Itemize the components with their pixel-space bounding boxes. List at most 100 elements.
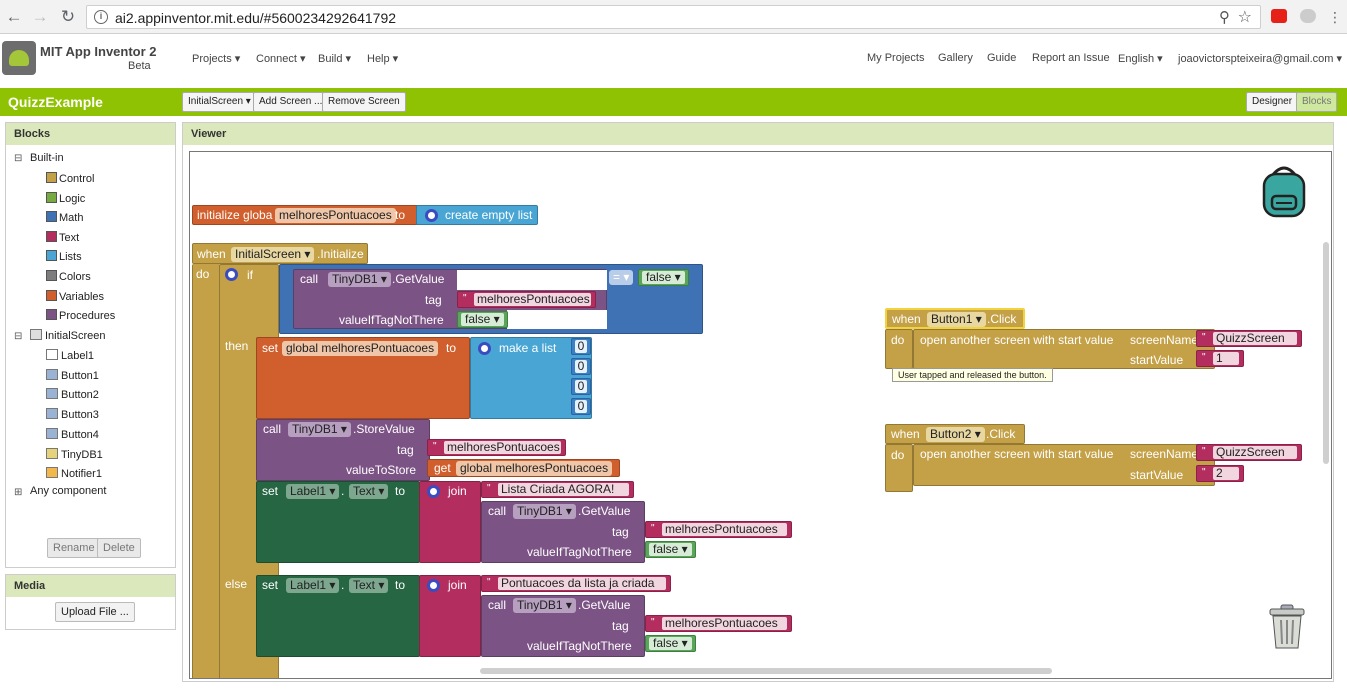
component-item-tinydb1[interactable]: TinyDB1 — [46, 446, 103, 464]
builtin-item-control[interactable]: Control — [46, 170, 94, 188]
tag-text-block-3[interactable]: " melhoresPontuacoes — [645, 615, 792, 632]
menu-account[interactable]: joaovictorspteixeira@gmail.com ▾ — [1178, 53, 1343, 65]
add-screen-button[interactable]: Add Screen ... — [253, 92, 329, 112]
store-tag-text-block[interactable]: " melhoresPontuacoes — [427, 439, 566, 456]
youtube-extension-icon[interactable] — [1271, 9, 1287, 23]
global-name-field[interactable]: melhoresPontuacoes — [275, 208, 396, 223]
false-block-2[interactable]: false ▾ — [645, 541, 696, 558]
b2-start-text-block[interactable]: " 2 — [1196, 465, 1244, 482]
trash-can-icon[interactable] — [1268, 604, 1306, 650]
vertical-scrollbar[interactable] — [1323, 242, 1329, 464]
component-item-button3[interactable]: Button3 — [46, 406, 99, 424]
horizontal-scrollbar[interactable] — [480, 668, 1052, 674]
default-false-block[interactable]: false ▾ — [457, 311, 508, 328]
bookmark-star-icon[interactable]: ☆ — [1237, 9, 1252, 26]
builtin-item-colors[interactable]: Colors — [46, 268, 91, 286]
global-var-dropdown[interactable]: global melhoresPontuacoes — [282, 341, 439, 356]
expand-any-component-icon[interactable]: ⊞ — [14, 487, 23, 498]
false-value[interactable]: false ▾ — [642, 271, 685, 284]
menu-connect[interactable]: Connect ▾ — [256, 53, 306, 65]
msg-created-text[interactable]: Lista Criada AGORA! — [498, 483, 629, 496]
screen-select-button[interactable]: InitialScreen ▾ — [182, 92, 257, 112]
address-bar[interactable]: i ai2.appinventor.mit.edu/#5600234292641… — [86, 5, 1261, 29]
builtin-item-variables[interactable]: Variables — [46, 288, 104, 306]
zero-value-1[interactable]: 0 — [575, 340, 587, 353]
button2-dropdown[interactable]: Button2 ▾ — [926, 427, 985, 442]
blocks-workspace[interactable]: initialize globa melhoresPontuacoes to c… — [189, 151, 1332, 679]
text-prop-dropdown-1[interactable]: Text ▾ — [349, 484, 389, 499]
builtin-item-text[interactable]: Text — [46, 229, 79, 247]
initialize-event-block[interactable]: when InitialScreen ▾ .Initialize — [192, 243, 368, 264]
set-label-text-block-1[interactable]: set Label1 ▾ . Text ▾ to — [256, 481, 420, 563]
link-guide[interactable]: Guide — [987, 52, 1017, 64]
app-inventor-logo-icon[interactable] — [2, 41, 36, 75]
tag-text-3[interactable]: melhoresPontuacoes — [662, 617, 787, 630]
b1-start-text-block[interactable]: " 1 — [1196, 350, 1244, 367]
false-value-2[interactable]: false ▾ — [649, 543, 692, 556]
b2-screen-text[interactable]: QuizzScreen — [1213, 446, 1297, 459]
component-item-button1[interactable]: Button1 — [46, 367, 99, 385]
get-global-block[interactable]: get global melhoresPontuacoes — [427, 459, 620, 477]
make-list-gear-icon[interactable] — [478, 342, 491, 355]
menu-language[interactable]: English ▾ — [1118, 53, 1163, 65]
tree-any-component[interactable]: Any component — [30, 485, 107, 497]
tinydb-dropdown[interactable]: TinyDB1 ▾ — [328, 272, 391, 287]
zero-block-3[interactable]: 0 — [571, 378, 591, 395]
store-tinydb-dropdown[interactable]: TinyDB1 ▾ — [288, 422, 351, 437]
button2-click-block[interactable]: when Button2 ▾ .Click — [885, 424, 1025, 444]
zero-value-3[interactable]: 0 — [575, 380, 587, 393]
tag-text-2[interactable]: melhoresPontuacoes — [662, 523, 787, 536]
blocks-button[interactable]: Blocks — [1296, 92, 1338, 112]
url-text[interactable]: ai2.appinventor.mit.edu/#560023429264179… — [115, 10, 397, 26]
remove-screen-button[interactable]: Remove Screen — [322, 92, 406, 112]
designer-button[interactable]: Designer — [1246, 92, 1299, 112]
if-mutator-gear-icon[interactable] — [225, 268, 238, 281]
backpack-icon[interactable] — [1258, 162, 1310, 218]
false-value-3[interactable]: false ▾ — [649, 637, 692, 650]
builtin-item-math[interactable]: Math — [46, 209, 83, 227]
screen-dropdown[interactable]: InitialScreen ▾ — [231, 247, 315, 262]
reload-icon[interactable]: ↻ — [60, 7, 76, 26]
component-item-label1[interactable]: Label1 — [46, 347, 94, 365]
delete-button[interactable]: Delete — [97, 538, 141, 558]
b1-start-text[interactable]: 1 — [1213, 352, 1239, 365]
b2-screen-text-block[interactable]: " QuizzScreen — [1196, 444, 1302, 461]
label1-dropdown-1[interactable]: Label1 ▾ — [286, 484, 340, 499]
forward-icon[interactable]: → — [31, 7, 49, 26]
info-icon[interactable]: i — [94, 10, 108, 24]
menu-help[interactable]: Help ▾ — [367, 53, 399, 65]
create-empty-list-block[interactable]: create empty list — [416, 205, 538, 225]
b2-start-text[interactable]: 2 — [1213, 467, 1239, 480]
join-block-2[interactable]: join — [419, 575, 481, 657]
msg-exists-block[interactable]: " Pontuacoes da lista ja criada — [481, 575, 671, 592]
collapse-builtin-icon[interactable]: ⊟ — [14, 153, 23, 164]
join-block-1[interactable]: join — [419, 481, 481, 563]
label1-dropdown-2[interactable]: Label1 ▾ — [286, 578, 340, 593]
zoom-icon[interactable]: ⚲ — [1219, 9, 1230, 26]
join-gear-icon-2[interactable] — [427, 579, 440, 592]
b1-open-screen-block[interactable]: open another screen with start value scr… — [913, 329, 1215, 369]
builtin-item-procedures[interactable]: Procedures — [46, 307, 115, 325]
tree-initial-screen[interactable]: InitialScreen — [30, 327, 106, 345]
msg-exists-text[interactable]: Pontuacoes da lista ja criada — [498, 577, 666, 590]
component-item-notifier1[interactable]: Notifier1 — [46, 465, 102, 483]
zero-value-4[interactable]: 0 — [575, 400, 587, 413]
tag-text-block-2[interactable]: " melhoresPontuacoes — [645, 521, 792, 538]
text-prop-dropdown-2[interactable]: Text ▾ — [349, 578, 389, 593]
menu-build[interactable]: Build ▾ — [318, 53, 352, 65]
default-false-value[interactable]: false ▾ — [461, 313, 504, 326]
getvalue-block-3[interactable]: call TinyDB1 ▾ .GetValue tag valueIfTagN… — [481, 595, 645, 657]
zero-block-4[interactable]: 0 — [571, 398, 591, 415]
storevalue-block[interactable]: call TinyDB1 ▾ .StoreValue tag valueToSt… — [256, 419, 430, 481]
button1-dropdown[interactable]: Button1 ▾ — [927, 312, 986, 327]
tag-text-block[interactable]: " melhoresPontuacoes — [457, 291, 596, 308]
link-gallery[interactable]: Gallery — [938, 52, 973, 64]
link-my-projects[interactable]: My Projects — [867, 52, 925, 64]
menu-projects[interactable]: Projects ▾ — [192, 53, 241, 65]
zero-block-1[interactable]: 0 — [571, 338, 591, 355]
zero-block-2[interactable]: 0 — [571, 358, 591, 375]
join-gear-icon-1[interactable] — [427, 485, 440, 498]
compare-operator-dropdown[interactable]: = ▾ — [609, 270, 634, 285]
tree-builtin[interactable]: Built-in — [30, 152, 64, 164]
set-global-block[interactable]: set global melhoresPontuacoes to — [256, 337, 470, 419]
